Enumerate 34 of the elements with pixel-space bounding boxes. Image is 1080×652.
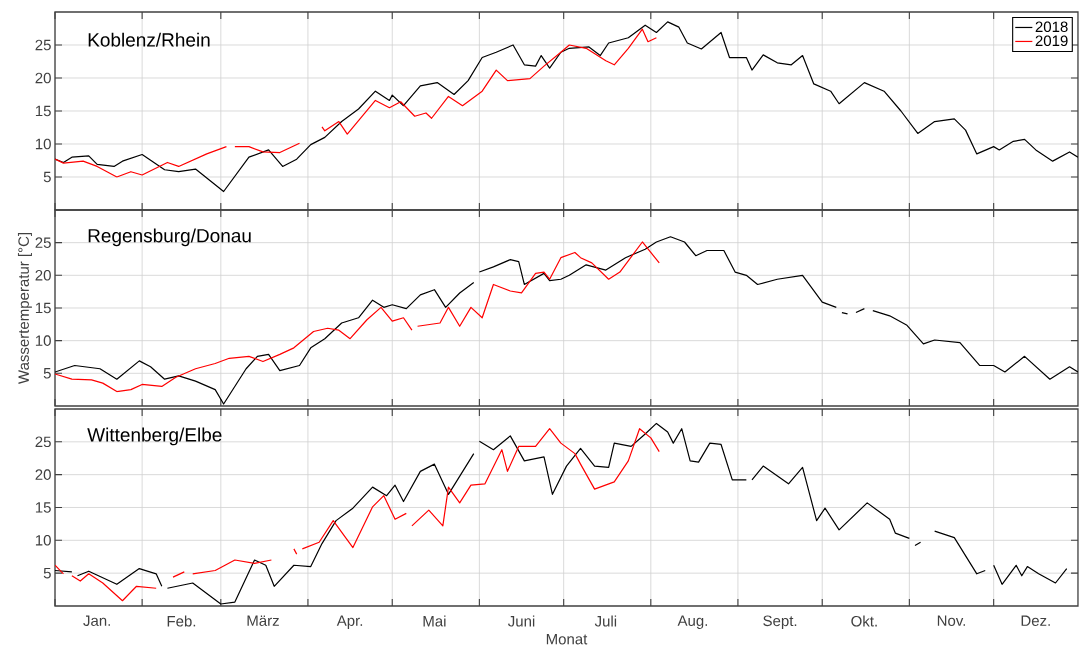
text: Regensburg/Donau: [88, 228, 251, 247]
y-tick-label: 10: [35, 535, 51, 546]
x-tick-label: Mai: [423, 615, 446, 627]
y-tick-label: 20: [35, 270, 51, 281]
text: Wittenberg/Elbe: [87, 427, 222, 446]
x-tick-label: Nov.: [937, 615, 965, 626]
x-tick-label: Okt.: [851, 615, 877, 627]
y-tick-label: 25: [35, 237, 51, 248]
x-tick-label: Juni: [508, 615, 535, 627]
y-tick-label: 5: [43, 567, 51, 579]
x-tick-label: März: [247, 615, 279, 626]
y-tick-label: 10: [35, 335, 51, 346]
y-tick-label: 25: [35, 436, 51, 448]
x-tick-label: Juli: [594, 615, 617, 627]
x-tick-label: Feb.: [167, 615, 196, 627]
y-tick-label: 20: [35, 469, 51, 480]
y-tick-label: 5: [43, 171, 51, 183]
legend-label: 2018: [1035, 21, 1068, 33]
y-tick-label: 15: [35, 105, 51, 117]
x-tick-label: Apr.: [336, 615, 363, 629]
y-tick-label: 10: [35, 138, 51, 150]
x-tick-label: Dez.: [1021, 615, 1050, 626]
legend-label: 2019: [1035, 35, 1068, 47]
x-axis-title: Monat: [546, 633, 588, 645]
y-axis-title: Wassertemperatur [°C]: [17, 233, 32, 384]
y-tick-label: 15: [35, 502, 51, 513]
y-tick-label: 5: [43, 368, 51, 379]
x-tick-label: Jan.: [83, 615, 110, 626]
x-tick-label: Aug.: [677, 615, 707, 629]
y-tick-label: 15: [35, 302, 51, 314]
text: Koblenz/Rhein: [88, 32, 210, 47]
y-tick-label: 25: [35, 39, 51, 51]
y-tick-label: 20: [35, 72, 51, 84]
x-tick-label: Sept.: [763, 615, 797, 630]
